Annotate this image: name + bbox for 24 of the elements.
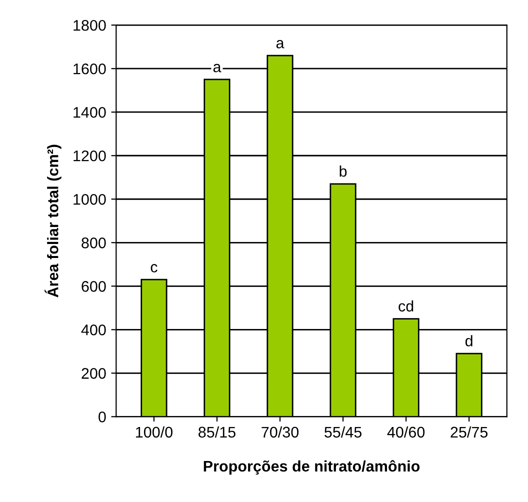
x-tick-label: 25/75	[450, 426, 488, 438]
y-tick-label: 1000	[74, 194, 106, 205]
y-tick-label: 400	[81, 324, 106, 336]
x-tick-label: 40/60	[387, 426, 425, 438]
y-tick-label: 200	[82, 368, 106, 379]
y-tick-label: 1200	[74, 150, 106, 162]
annotation: d	[465, 335, 472, 346]
x-tick-label: 55/45	[324, 426, 362, 438]
annotation: a	[276, 40, 284, 48]
y-tick-label: 0	[98, 412, 106, 422]
y-axis-title: Área foliar total (cm²)	[44, 144, 62, 298]
annotation: cd	[398, 300, 414, 312]
x-tick-label: 100/0	[136, 426, 172, 438]
y-tick-label: 800	[82, 238, 106, 248]
y-tick-label: 1800	[74, 20, 106, 31]
y-tick-label: 1400	[74, 106, 106, 118]
x-tick-label: 70/30	[262, 426, 299, 438]
annotation: a	[213, 64, 222, 72]
x-tick-label: 85/15	[198, 426, 236, 438]
y-tick-label: 1600	[74, 63, 106, 74]
annotation: c	[150, 264, 158, 272]
x-axis-title: Proporções de nitrato/amônio	[204, 460, 420, 475]
annotation: b	[340, 165, 347, 177]
y-tick-label: 600	[82, 281, 106, 292]
